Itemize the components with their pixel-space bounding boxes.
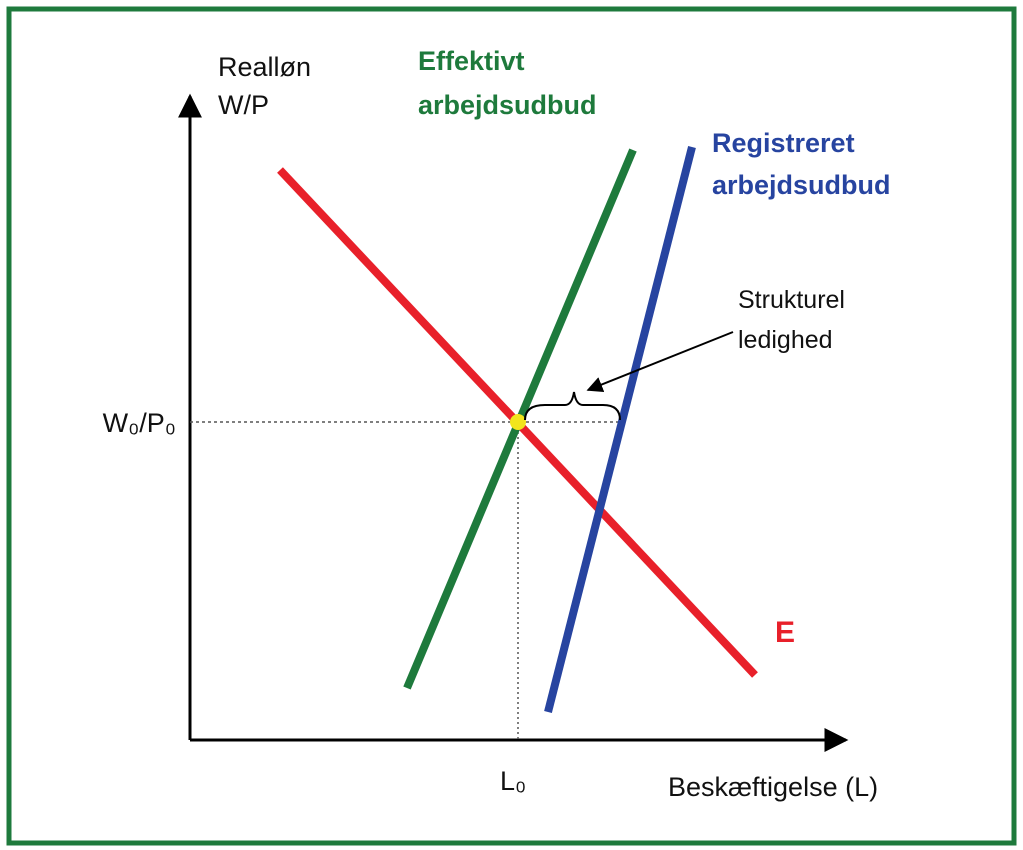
frame [6,6,1017,846]
x-axis-label: Beskæftigelse (L) [668,772,878,802]
curve-label: Effektivt [418,46,525,76]
y-axis-label: Realløn [218,52,311,82]
wage-level-label: W₀/P₀ [103,408,176,438]
equilibrium-point [510,414,526,430]
annotation: Strukturel [738,286,845,314]
annotation-arrow [586,331,734,393]
curve-label: arbejdsudbud [418,90,597,120]
brace [524,391,621,421]
y-axis-label: W/P [218,90,269,120]
employment-level-label: L₀ [500,766,526,796]
registered-supply-curve [544,146,696,713]
annotation: ledighed [738,326,833,354]
curve-label: Registreret [712,128,855,158]
curve-label: E [775,616,795,649]
curve-label: arbejdsudbud [712,170,891,200]
